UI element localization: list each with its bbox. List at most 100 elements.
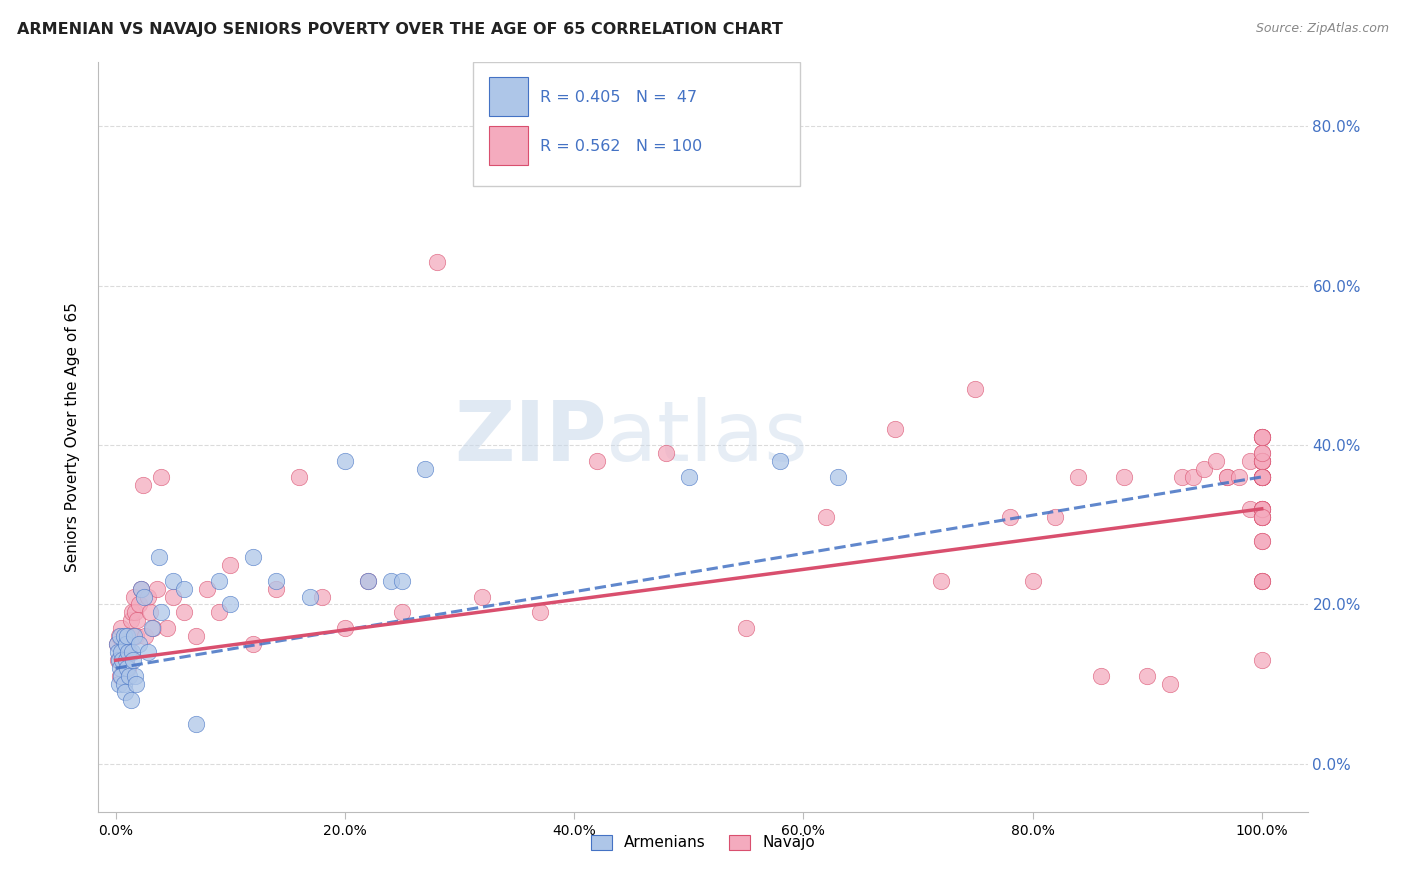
Point (148, 549, 170, 564)
Point (107, 645, 129, 659)
Point (929, 574, 952, 588)
Point (1114, 470, 1136, 484)
Point (311, 590, 333, 604)
Point (219, 558, 242, 572)
Point (1250, 501, 1272, 516)
Point (735, 621, 758, 635)
Point (264, 582, 287, 596)
Point (391, 574, 413, 588)
Point (1250, 454, 1272, 468)
Point (118, 645, 141, 659)
Point (129, 582, 152, 596)
Point (1250, 509, 1272, 524)
Point (380, 574, 402, 588)
Legend: Armenians, Navajo: Armenians, Navajo (585, 829, 821, 856)
Point (425, 254, 447, 268)
Point (1250, 470, 1272, 484)
Point (1250, 501, 1272, 516)
Point (1045, 509, 1067, 524)
Point (1250, 470, 1272, 484)
Point (1216, 470, 1239, 484)
Point (1250, 533, 1272, 548)
Point (108, 661, 131, 675)
Point (117, 661, 139, 675)
Point (357, 574, 380, 588)
Point (173, 606, 195, 620)
Point (1250, 430, 1272, 444)
Point (111, 653, 134, 667)
Point (1250, 430, 1272, 444)
Point (129, 582, 152, 596)
Point (108, 629, 131, 643)
Point (124, 606, 146, 620)
Point (121, 629, 143, 643)
Point (115, 637, 138, 651)
Point (162, 574, 184, 588)
Point (264, 574, 287, 588)
Point (136, 645, 159, 659)
FancyBboxPatch shape (489, 126, 527, 165)
Text: Source: ZipAtlas.com: Source: ZipAtlas.com (1256, 22, 1389, 36)
Point (1227, 470, 1250, 484)
Point (105, 637, 128, 651)
Point (1250, 454, 1272, 468)
Point (107, 653, 129, 667)
FancyBboxPatch shape (489, 78, 527, 116)
Point (110, 621, 132, 635)
Point (884, 422, 907, 436)
Point (333, 621, 356, 635)
Point (1181, 470, 1204, 484)
Point (108, 677, 131, 691)
Point (333, 454, 356, 468)
Point (815, 509, 838, 524)
Point (1250, 446, 1272, 460)
Point (529, 606, 551, 620)
Point (299, 590, 322, 604)
Point (114, 685, 136, 699)
Text: ZIP: ZIP (454, 397, 606, 477)
Point (1250, 501, 1272, 516)
Point (1250, 509, 1272, 524)
Point (242, 549, 264, 564)
Point (1136, 669, 1159, 683)
Point (124, 669, 146, 683)
Text: atlas: atlas (606, 397, 808, 477)
Point (173, 582, 195, 596)
Point (1250, 533, 1272, 548)
Point (678, 470, 700, 484)
Point (1250, 653, 1272, 667)
Point (827, 470, 849, 484)
Point (1250, 574, 1272, 588)
Point (1250, 454, 1272, 468)
Point (121, 645, 143, 659)
Point (115, 629, 138, 643)
Point (122, 629, 145, 643)
Point (1170, 470, 1192, 484)
Point (121, 653, 143, 667)
Point (1250, 470, 1272, 484)
Point (115, 661, 138, 675)
Point (769, 454, 792, 468)
Point (125, 629, 148, 643)
Text: R = 0.562   N = 100: R = 0.562 N = 100 (540, 139, 702, 153)
Point (1250, 470, 1272, 484)
Point (146, 582, 169, 596)
Point (1250, 470, 1272, 484)
Point (1250, 470, 1272, 484)
Point (288, 470, 311, 484)
Point (162, 590, 184, 604)
Point (1194, 462, 1216, 476)
Point (1250, 470, 1272, 484)
Point (1205, 454, 1227, 468)
Point (357, 574, 380, 588)
Point (120, 614, 142, 628)
Point (120, 693, 142, 707)
Point (122, 590, 145, 604)
Point (112, 645, 135, 659)
Point (115, 637, 138, 651)
Point (115, 629, 138, 643)
Point (156, 621, 179, 635)
Point (1250, 574, 1272, 588)
Point (1250, 446, 1272, 460)
Point (139, 606, 162, 620)
